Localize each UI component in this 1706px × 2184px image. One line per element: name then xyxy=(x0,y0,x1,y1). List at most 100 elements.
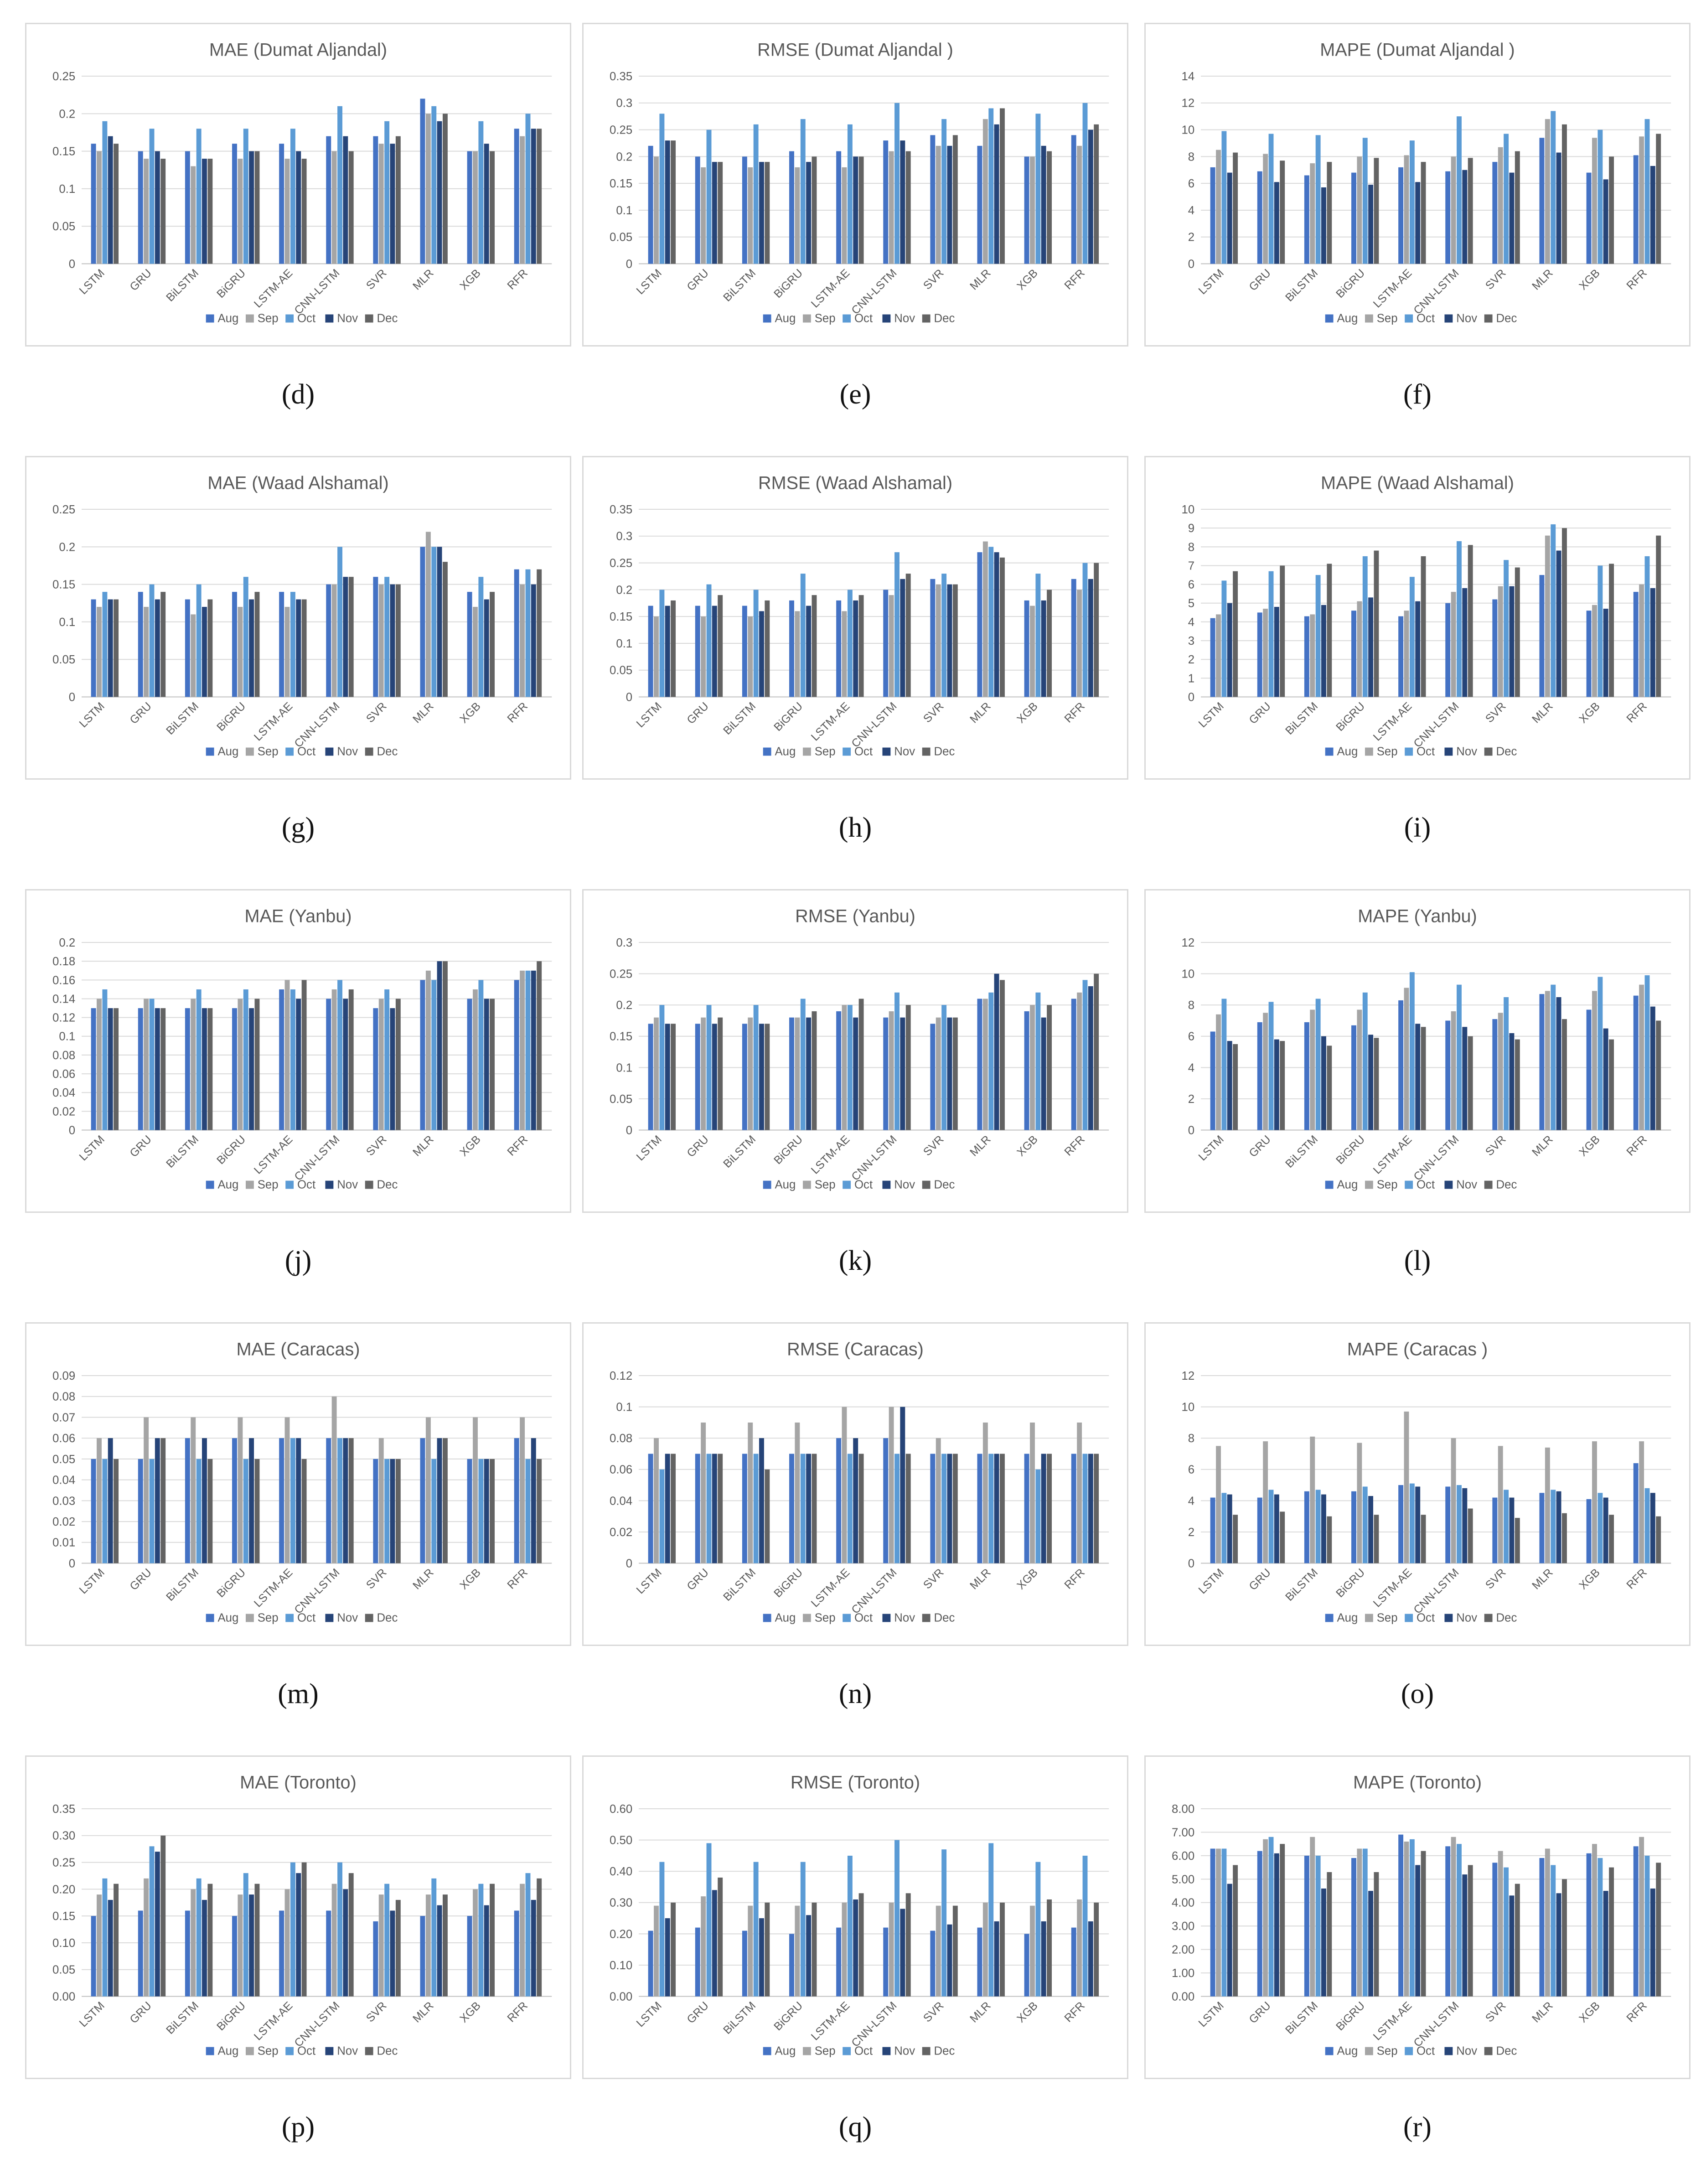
bar xyxy=(936,584,941,697)
bar xyxy=(1030,1905,1035,1997)
legend-label: Nov xyxy=(337,312,358,325)
bar xyxy=(701,1017,706,1130)
legend-swatch xyxy=(206,1614,214,1622)
bar xyxy=(947,1017,952,1130)
bar xyxy=(994,1454,999,1563)
legend-label: Aug xyxy=(218,312,239,325)
chart-title: MAE (Dumat Aljandal) xyxy=(209,40,387,60)
bar xyxy=(348,577,354,697)
bar xyxy=(431,106,437,264)
legend-label: Dec xyxy=(934,2044,955,2057)
bar xyxy=(1280,1844,1285,1997)
bar xyxy=(232,1916,237,1997)
legend-swatch xyxy=(1325,1180,1334,1189)
bar-chart: MAE (Dumat Aljandal) 0 0.05 0.1 0.15 0.2 0.25 L… xyxy=(52,40,552,325)
legend-swatch xyxy=(365,1614,373,1622)
bar xyxy=(742,1454,747,1563)
bar xyxy=(748,1017,753,1130)
y-tick-label: 6 xyxy=(1188,1030,1194,1043)
legend-swatch xyxy=(1365,747,1373,756)
bar xyxy=(977,1454,982,1563)
bar xyxy=(348,1438,354,1563)
legend-label: Aug xyxy=(218,745,239,758)
legend-label: Nov xyxy=(1456,1178,1477,1191)
bar xyxy=(1310,1837,1315,1997)
bar xyxy=(1216,1848,1221,1997)
bar xyxy=(952,584,958,697)
chart-caption: (i) xyxy=(1404,812,1431,843)
bar xyxy=(144,999,149,1130)
legend-swatch xyxy=(1325,314,1334,323)
bar xyxy=(1539,1493,1545,1563)
bar xyxy=(812,595,817,697)
y-tick-label: 0.05 xyxy=(610,664,632,677)
bar xyxy=(1221,1493,1227,1563)
bar xyxy=(1374,1038,1379,1130)
bar xyxy=(514,569,519,697)
bar xyxy=(437,961,442,1130)
bar xyxy=(326,999,331,1130)
legend-label: Sep xyxy=(815,745,836,758)
bar xyxy=(753,1454,759,1563)
bar xyxy=(1041,600,1046,697)
bar xyxy=(431,547,437,697)
bar xyxy=(1398,1834,1404,1997)
bar xyxy=(1609,1039,1614,1130)
bar-chart: MAPE (Waad Alshamal) 0 1 2 3 4 5 6 7 8 9 10 LSTM GRU B… xyxy=(1181,473,1671,758)
bar xyxy=(1047,1899,1052,1997)
x-tick-label: LSTM-AE xyxy=(1371,267,1414,310)
bar xyxy=(748,616,753,697)
y-tick-label: 0.1 xyxy=(616,637,632,650)
bar xyxy=(836,1011,842,1130)
legend-swatch xyxy=(843,1614,851,1622)
bar xyxy=(420,98,425,264)
bar xyxy=(1633,155,1639,264)
x-tick-label: BiGRU xyxy=(215,267,248,300)
legend-swatch xyxy=(802,314,811,323)
bar xyxy=(537,1459,542,1563)
y-tick-label: 0.30 xyxy=(52,1830,75,1842)
legend-label: Aug xyxy=(218,1611,239,1624)
x-tick-label: LSTM xyxy=(634,267,664,297)
bar xyxy=(1216,614,1221,697)
bar xyxy=(279,989,284,1130)
x-tick-label: LSTM-AE xyxy=(1371,1999,1414,2043)
bar xyxy=(706,1005,712,1130)
bar xyxy=(467,151,472,264)
bar xyxy=(1227,1884,1232,1997)
bar xyxy=(1035,114,1041,264)
legend-swatch xyxy=(206,747,214,756)
x-tick-label: XGB xyxy=(1015,267,1040,292)
legend-label: Dec xyxy=(934,1178,955,1191)
legend-swatch xyxy=(245,2047,254,2055)
bar xyxy=(249,599,254,697)
x-tick-label: BiLSTM xyxy=(721,1999,758,2036)
bar xyxy=(420,980,425,1130)
bar xyxy=(238,999,243,1130)
bar xyxy=(490,1459,495,1563)
bar xyxy=(1492,1019,1498,1130)
bar xyxy=(484,1905,489,1997)
bar xyxy=(1498,1851,1503,1997)
bar xyxy=(442,114,448,264)
legend-swatch xyxy=(843,747,851,756)
x-tick-label: CNN-LSTM xyxy=(1411,700,1462,750)
bar xyxy=(102,1878,108,1997)
x-tick-label: MLR xyxy=(411,1566,436,1592)
bar xyxy=(1315,1490,1321,1563)
x-tick-label: BiGRU xyxy=(772,1999,806,2033)
bar xyxy=(1047,1454,1052,1563)
bar xyxy=(889,1902,894,1997)
bar xyxy=(748,1905,753,1997)
bar xyxy=(1088,1921,1093,1997)
bar xyxy=(1077,590,1082,697)
bar xyxy=(478,980,484,1130)
bar xyxy=(525,569,531,697)
x-tick-label: MLR xyxy=(968,1133,993,1159)
bar xyxy=(1545,1848,1550,1997)
bar xyxy=(1509,1895,1515,1997)
bar xyxy=(373,136,378,264)
y-tick-label: 0 xyxy=(626,691,632,704)
legend-swatch xyxy=(922,2047,931,2055)
y-tick-label: 0.1 xyxy=(59,1030,75,1043)
